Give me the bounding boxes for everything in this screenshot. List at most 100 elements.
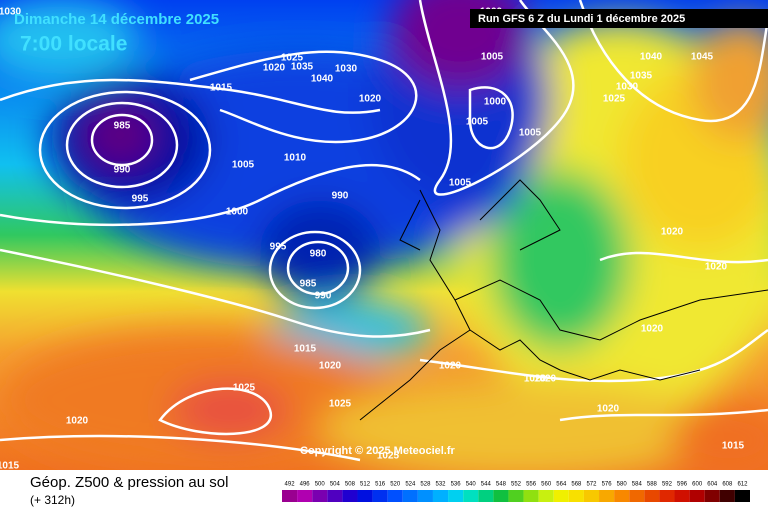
isobar-label: 1025 (329, 399, 352, 410)
scale-swatch (599, 490, 615, 502)
scale-label: 596 (677, 482, 688, 488)
scale-label: 524 (405, 482, 416, 488)
isobar-label: 1005 (449, 178, 472, 189)
isobar-label: 1000 (484, 97, 507, 108)
scale-label: 580 (617, 482, 628, 488)
scale-label: 572 (586, 482, 597, 488)
isobar-label: 1040 (311, 74, 334, 85)
isobar-label: 1015 (0, 461, 20, 472)
scale-label: 588 (647, 482, 658, 488)
scale-swatch (523, 490, 539, 502)
scale-label: 568 (571, 482, 582, 488)
scale-label: 612 (737, 482, 748, 488)
isobar-label: 1020 (66, 416, 89, 427)
isobar-label: 1020 (597, 404, 620, 415)
scale-label: 592 (662, 482, 673, 488)
scale-swatch (372, 490, 388, 502)
scale-swatch (508, 490, 524, 502)
isobar-label: 1020 (534, 374, 557, 385)
isobar-label: 990 (315, 291, 332, 302)
scale-swatch (312, 490, 328, 502)
isobar-label: 995 (270, 242, 287, 253)
scale-label: 496 (300, 482, 311, 488)
isobar-label: 1015 (722, 441, 745, 452)
run-info: Run GFS 6 Z du Lundi 1 décembre 2025 (478, 13, 685, 25)
footer-title: Géop. Z500 & pression au sol (30, 474, 228, 491)
isobar-label: 1045 (691, 52, 714, 63)
scale-label: 604 (707, 482, 718, 488)
isobar-label: 1005 (466, 117, 489, 128)
scale-label: 508 (345, 482, 356, 488)
scale-label: 532 (436, 482, 447, 488)
scale-label: 492 (285, 482, 296, 488)
scale-swatch (463, 490, 479, 502)
scale-swatch (674, 490, 690, 502)
isobar-label: 1020 (439, 361, 462, 372)
isobar-label: 1020 (359, 94, 382, 105)
scale-label: 520 (390, 482, 401, 488)
isobar-label: 1030 (616, 82, 639, 93)
scale-label: 552 (511, 482, 522, 488)
scale-swatch (493, 490, 509, 502)
isobar-label: 1035 (630, 71, 653, 82)
forecast-time: 7:00 locale (20, 33, 127, 56)
scale-swatch (282, 490, 298, 502)
scale-swatch (659, 490, 675, 502)
scale-label: 548 (496, 482, 507, 488)
scale-label: 516 (375, 482, 386, 488)
isobar-label: 1015 (294, 344, 317, 355)
isobar-label: 1020 (263, 63, 286, 74)
scale-swatch (402, 490, 418, 502)
scale-swatch (327, 490, 343, 502)
scale-swatch (387, 490, 403, 502)
isobar-label: 985 (300, 279, 317, 290)
copyright: Copyright © 2025 Meteociel.fr (300, 445, 456, 457)
scale-label: 600 (692, 482, 703, 488)
scale-label: 544 (481, 482, 492, 488)
scale-swatch (689, 490, 705, 502)
isobar-label: 1020 (524, 374, 547, 385)
scale-label: 576 (602, 482, 613, 488)
scale-swatch (568, 490, 584, 502)
isobar-label: 980 (310, 249, 327, 260)
scale-swatch (583, 490, 600, 502)
isobar-label: 1030 (0, 7, 22, 18)
scale-swatch (432, 490, 449, 502)
map-area: 1030985990995100010051010101510201025103… (0, 0, 768, 472)
scale-label: 540 (466, 482, 477, 488)
isobar-label: 995 (132, 194, 149, 205)
scale-swatch (417, 490, 433, 502)
isobar-label: 1020 (319, 361, 342, 372)
scale-label: 500 (315, 482, 326, 488)
isobar-label: 1035 (291, 62, 314, 73)
isobar-label: 985 (114, 121, 131, 132)
scale-label: 512 (360, 482, 371, 488)
isobar-label: 990 (114, 165, 131, 176)
isobars (0, 0, 768, 460)
scale-swatch (538, 490, 554, 502)
isobar-label: 1015 (210, 83, 233, 94)
isobar-label: 1005 (481, 52, 504, 63)
coastlines (359, 179, 768, 421)
scale-swatch (342, 490, 358, 502)
isobar-label: 1020 (705, 262, 728, 273)
isobar-label: 990 (332, 191, 349, 202)
isobar-label: 1005 (519, 128, 542, 139)
scale-swatch (719, 490, 735, 502)
isobar-label: 1005 (232, 160, 255, 171)
forecast-date: Dimanche 14 décembre 2025 (14, 11, 219, 28)
forecast-lead: (+ 312h) (30, 493, 75, 507)
scale-label: 556 (526, 482, 537, 488)
scale-swatch (629, 490, 645, 502)
scale-swatch (357, 490, 373, 502)
scale-swatch (734, 490, 750, 502)
isobar-label: 1000 (226, 207, 249, 218)
scale-label: 584 (632, 482, 643, 488)
color-scale: 492 496 500 504 508 512 516 520 524 528 532 536 540 5… (282, 482, 750, 502)
scale-label: 528 (420, 482, 431, 488)
scale-swatch (297, 490, 313, 502)
isobar-label: 1025 (603, 94, 626, 105)
scale-label: 608 (722, 482, 733, 488)
